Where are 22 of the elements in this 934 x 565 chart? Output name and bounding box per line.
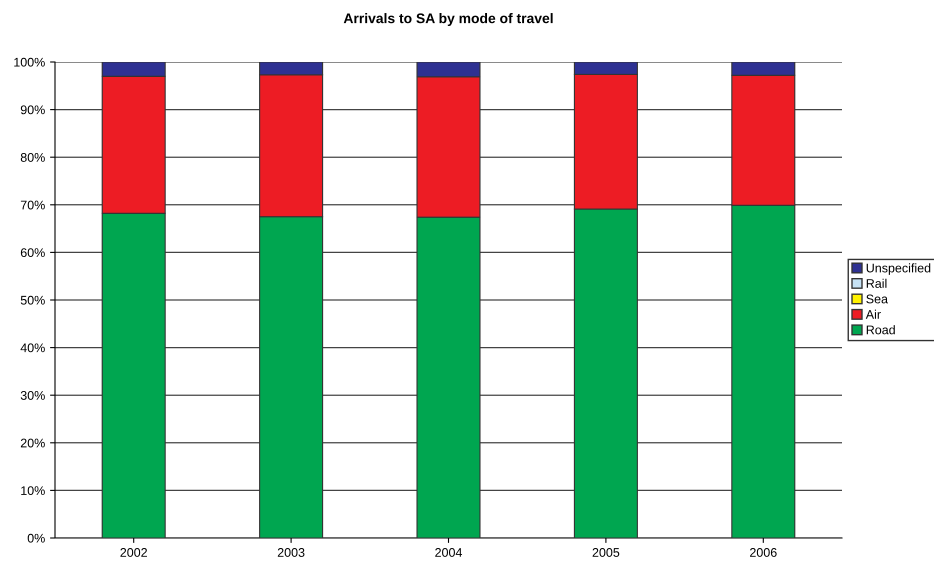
y-tick-label: 30% — [20, 391, 45, 400]
legend-label: Unspecified — [866, 263, 930, 275]
y-tick-label: 60% — [20, 248, 45, 258]
legend-label: Sea — [866, 294, 888, 304]
x-tick-label: 2006 — [750, 548, 777, 557]
chart-title: Arrivals to SA by mode of travel — [344, 13, 553, 26]
y-tick-label: 40% — [20, 343, 45, 352]
legend-label: Rail — [866, 278, 886, 288]
x-tick-label: 2005 — [592, 548, 620, 557]
x-tick-label: 2002 — [120, 548, 147, 557]
y-tick-label: 20% — [20, 438, 45, 448]
y-tick-label: 50% — [20, 296, 45, 305]
x-tick-label: 2003 — [278, 548, 304, 557]
legend-label: Air — [866, 310, 881, 319]
legend-label: Road — [866, 325, 895, 334]
y-tick-label: 10% — [21, 486, 45, 496]
y-tick-label: 100% — [14, 58, 45, 67]
y-tick-label: 90% — [20, 105, 45, 114]
x-tick-label: 2004 — [435, 548, 462, 557]
y-tick-label: 80% — [20, 153, 45, 162]
y-tick-label: 70% — [20, 200, 45, 210]
y-tick-label: 0% — [28, 534, 45, 543]
